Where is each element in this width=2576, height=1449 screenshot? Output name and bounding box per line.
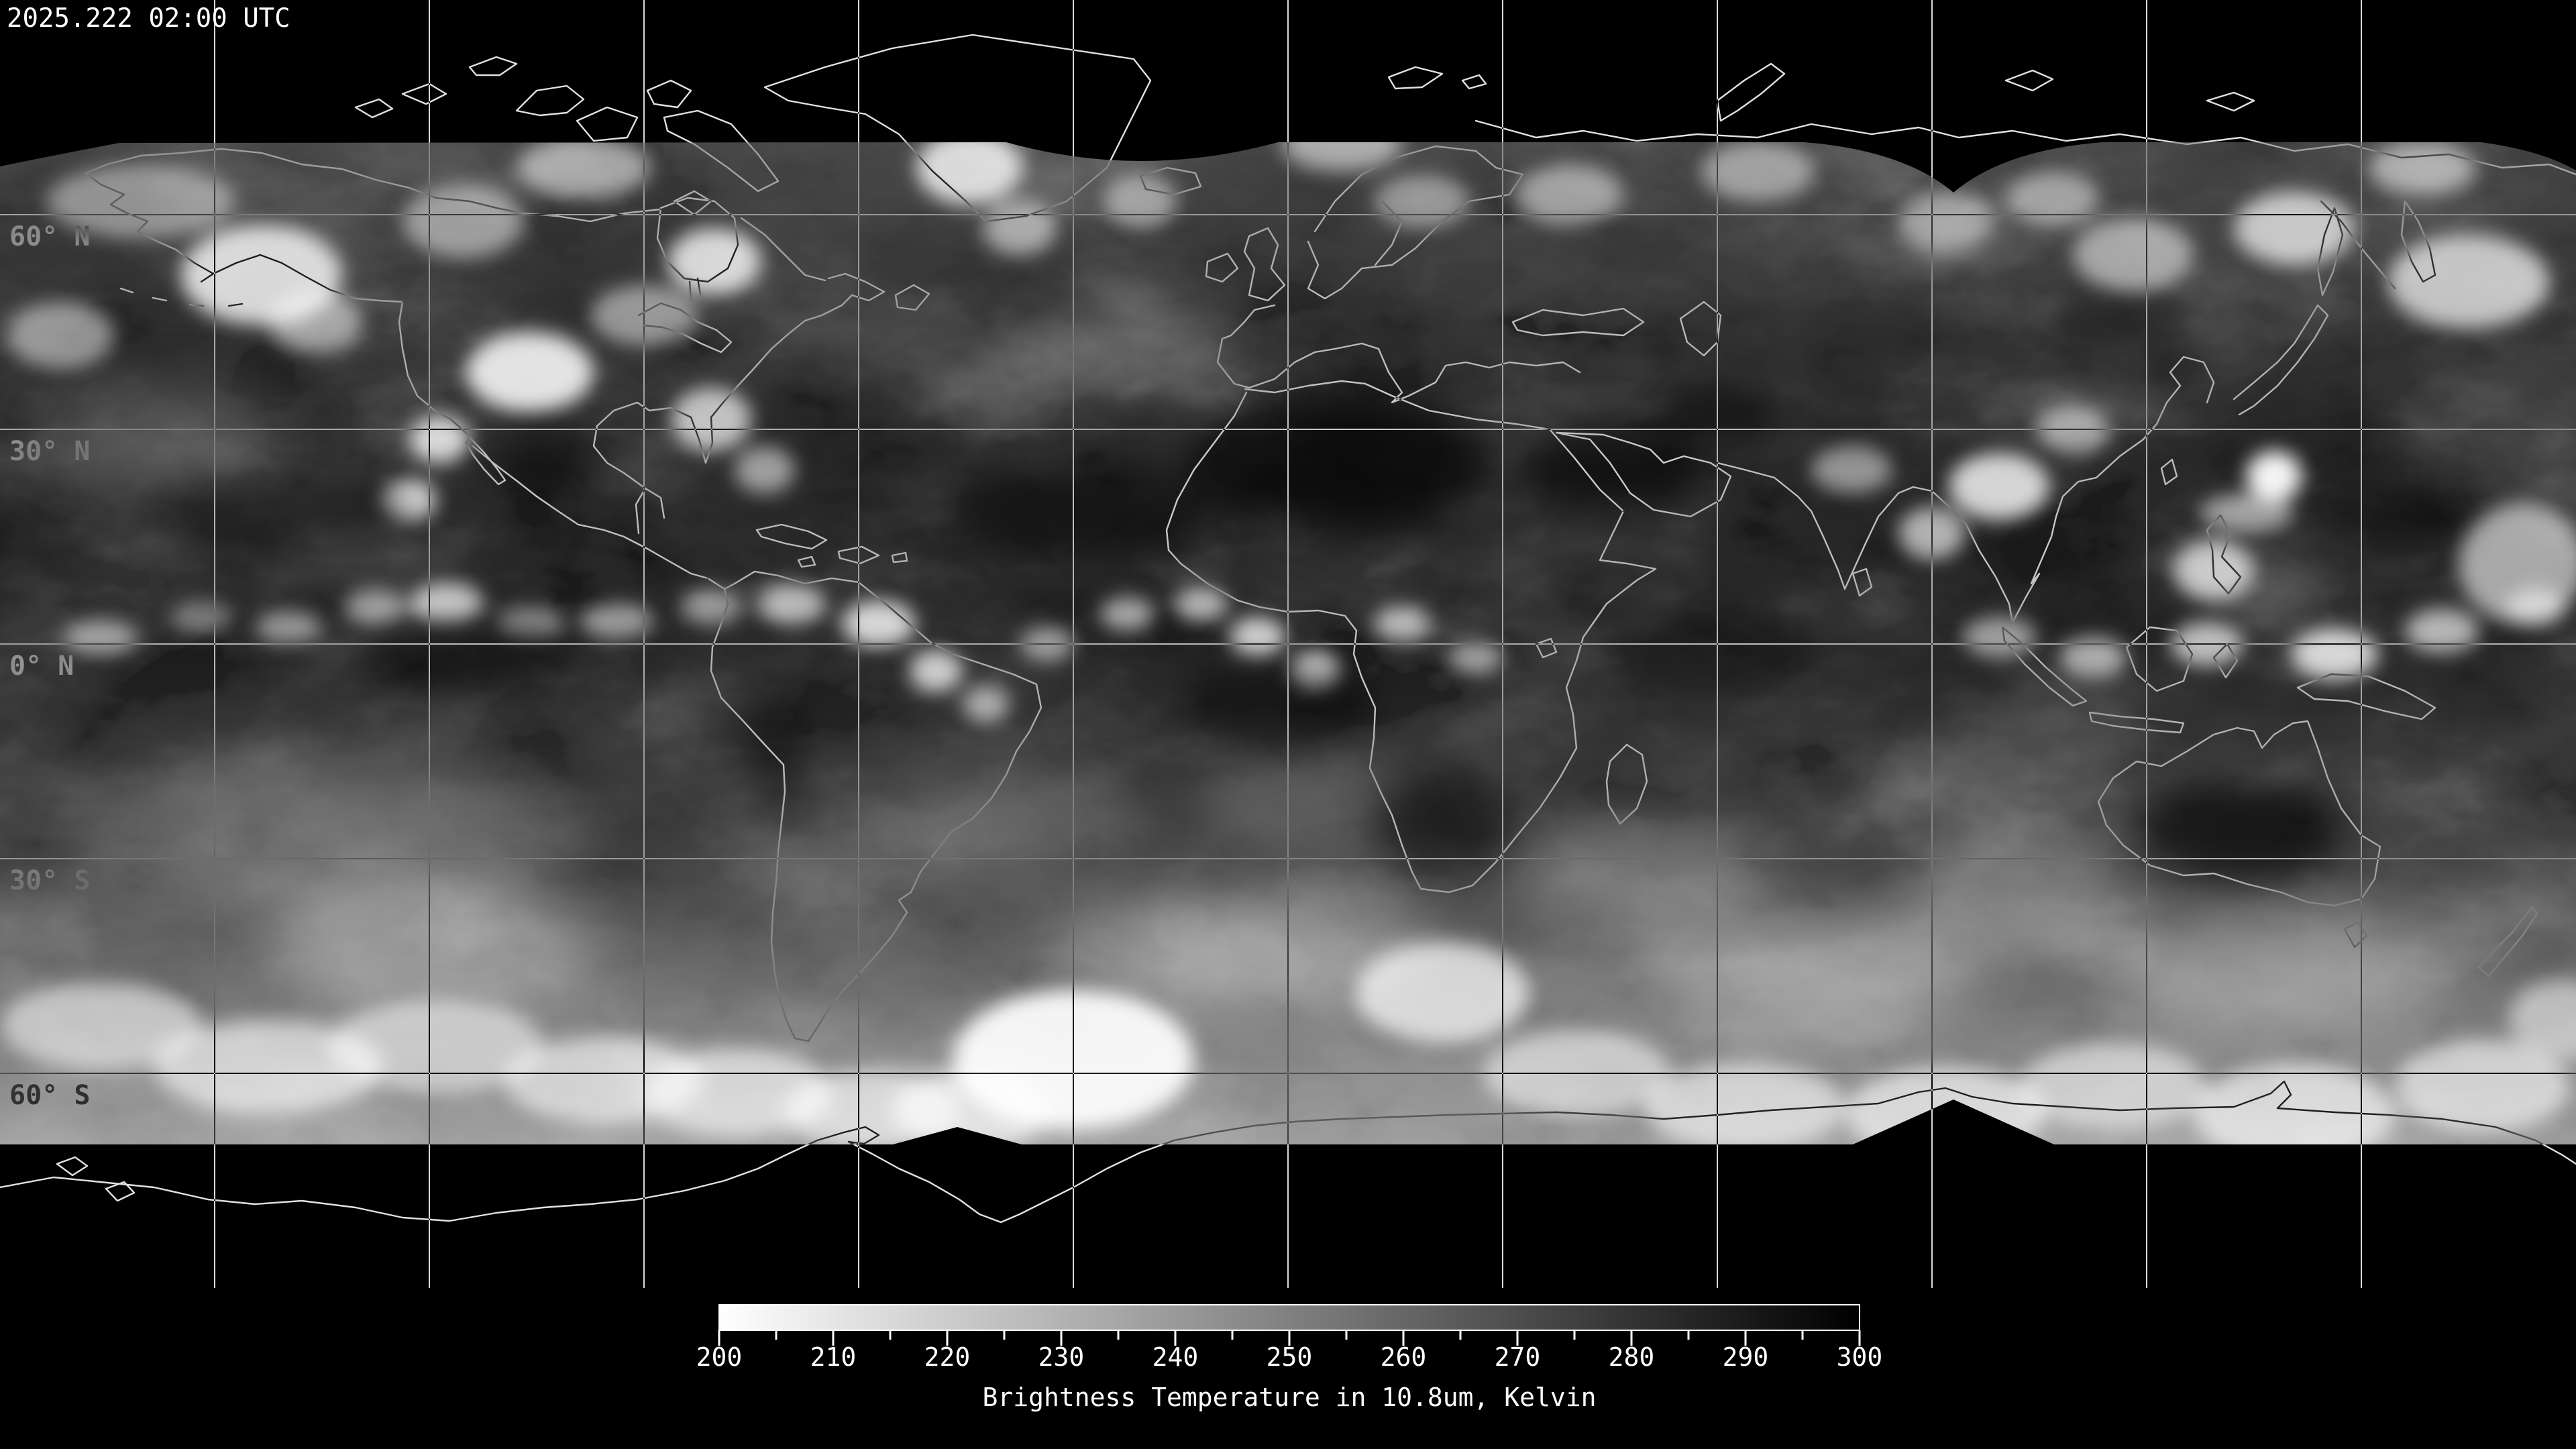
colorbar-tick-210: 210 [810,1342,857,1372]
colorbar-tick-300: 300 [1837,1342,1883,1372]
colorbar-tick-280: 280 [1609,1342,1655,1372]
coastlines [0,34,2576,1224]
coastline-africa [1165,391,1657,894]
colorbar-tick-270: 270 [1495,1342,1541,1372]
colorbar-tick-250: 250 [1267,1342,1313,1372]
coastline-australia-nz [2097,720,2538,977]
coastline-antarctica [0,1080,2576,1224]
colorbar-minor-ticks [775,1330,1804,1340]
colorbar-caption: Brightness Temperature in 10.8um, Kelvin [982,1383,1596,1412]
coastline-south-america [706,570,1042,1042]
colorbar-tick-labels: 200 210 220 230 240 250 260 270 280 290 … [696,1342,1883,1372]
cloud-blobs-bright [0,142,2576,1144]
latitude-label-30s: 30° S [9,865,90,896]
latitude-label-30n: 30° N [9,436,90,467]
coastline-arctic-russia [1474,62,2576,176]
colorbar-tick-260: 260 [1381,1342,1427,1372]
colorbar: 200 210 220 230 240 250 260 270 280 290 … [696,1304,1883,1412]
coastline-greenland [763,34,1152,223]
colorbar-tick-240: 240 [1152,1342,1199,1372]
coastline-north-america [398,197,930,580]
colorbar-major-ticks [718,1330,1861,1346]
coastline-maritime-continent [2001,458,2436,734]
coastline-caribbean [755,523,908,568]
timestamp-label: 2025.222 02:00 UTC [7,3,290,34]
dark-surface-patches [148,315,2469,882]
coastline-scandinavia [1307,145,1524,300]
latitude-label-60s: 60° S [9,1080,90,1111]
colorbar-gradient [718,1304,1860,1331]
coastline-arctic-islands [354,56,780,216]
coastline-south-asia [1716,462,2014,624]
coastline-british-isles [1205,227,1286,302]
colorbar-tick-230: 230 [1038,1342,1085,1372]
coastline-east-asia [2011,200,2436,624]
latitude-labels: 60° N 30° N 0° N 30° S 60° S [9,221,90,1111]
colorbar-tick-200: 200 [696,1342,743,1372]
graticule [0,0,2576,1288]
coastline-north-africa-arabia [1244,380,1732,518]
coastline-alaska [85,148,662,307]
latitude-label-60n: 60° N [9,221,90,252]
colorbar-tick-220: 220 [924,1342,971,1372]
colorbar-tick-290: 290 [1723,1342,1769,1372]
cloud-bands-soft [34,315,2449,1033]
latitude-label-0: 0° N [9,651,74,682]
coastline-iceland [1139,166,1202,196]
coastline-svalbard [1387,66,1487,90]
